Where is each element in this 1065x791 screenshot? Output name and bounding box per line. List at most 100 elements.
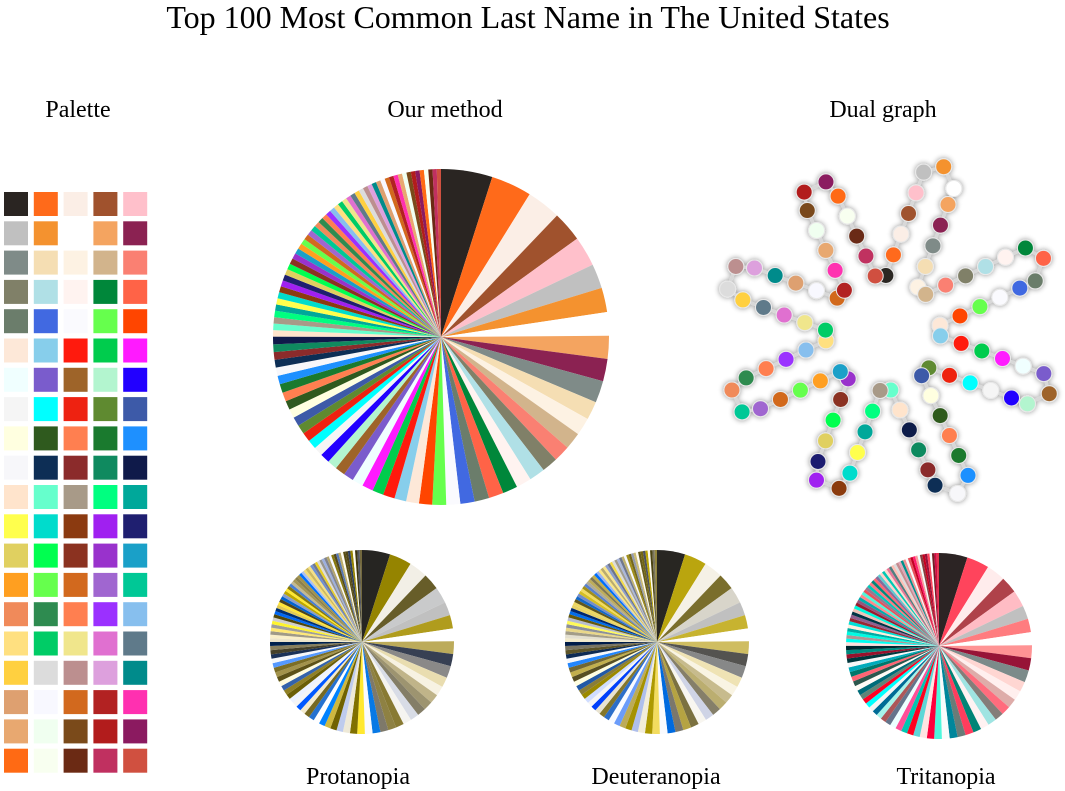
palette-swatch	[93, 514, 118, 539]
dual-node	[1034, 249, 1052, 267]
pie-slice	[394, 337, 441, 502]
dual-node	[982, 381, 1000, 399]
pie-slice	[279, 337, 441, 393]
pie-slice	[367, 183, 441, 337]
dual-node	[900, 421, 918, 439]
dual-node	[848, 443, 866, 461]
pie-slice	[906, 646, 939, 736]
palette-swatch	[33, 367, 58, 392]
palette-swatch	[123, 309, 148, 334]
dual-node	[808, 221, 826, 239]
pie-slice	[319, 559, 362, 642]
dual-node	[916, 257, 934, 275]
pie-slice	[308, 337, 441, 449]
pie-slice	[901, 646, 939, 734]
pie-slice	[846, 646, 939, 663]
pie-slice	[347, 550, 362, 642]
palette-swatch	[123, 719, 148, 744]
pie-slice	[587, 579, 657, 642]
dual-node	[777, 350, 795, 368]
pie-slice	[274, 611, 362, 642]
palette-swatch	[93, 426, 118, 451]
dual-node	[924, 237, 942, 255]
pie-slice	[902, 559, 939, 646]
pie-slice	[575, 596, 657, 642]
pie-slice	[652, 642, 660, 735]
pie-slice	[336, 642, 362, 732]
pie-slice	[318, 642, 362, 727]
pie-slice	[589, 576, 657, 642]
pie-slice	[324, 642, 362, 729]
dual-node	[939, 195, 957, 213]
palette-swatch	[4, 250, 28, 275]
palette-swatch	[4, 660, 28, 685]
pie-slice	[849, 617, 939, 646]
pie-slice	[276, 642, 362, 682]
palette-swatch	[63, 719, 88, 744]
pie-slice	[927, 553, 939, 646]
pie-slice	[616, 558, 657, 642]
pie-slice	[270, 638, 362, 642]
pie-slice	[321, 558, 362, 642]
dual-node	[900, 205, 918, 223]
pie-slice	[626, 554, 657, 642]
pie-slice	[296, 642, 362, 711]
palette-swatch	[93, 543, 118, 568]
pie-slice	[362, 588, 446, 642]
pie-slice	[362, 602, 450, 642]
protanopia-label: Protanopia	[306, 764, 410, 790]
tritanopia-pie	[846, 553, 1032, 739]
palette-swatch	[123, 455, 148, 480]
pie-slice	[872, 646, 939, 716]
pie-slice	[657, 628, 749, 642]
palette-swatch	[33, 748, 58, 773]
figure-title: Top 100 Most Common Last Name in The Uni…	[166, 0, 889, 35]
pie-slice	[855, 602, 939, 646]
dual-node	[745, 259, 763, 277]
pie-slice	[272, 642, 362, 668]
pie-slice	[345, 551, 362, 642]
palette-swatch	[63, 367, 88, 392]
dual-node	[817, 241, 835, 259]
pie-slice	[362, 642, 404, 728]
pie-slice	[596, 571, 657, 642]
dual-node	[1011, 279, 1029, 297]
palette-swatch	[93, 690, 118, 715]
pie-slice	[279, 598, 362, 642]
dual-node	[937, 276, 955, 294]
pie-slice	[270, 634, 362, 642]
pie-slice	[913, 646, 939, 737]
pie-slice	[657, 642, 699, 728]
pie-slice	[851, 611, 939, 646]
pie-slice	[284, 269, 441, 337]
pie-slice	[410, 171, 441, 337]
pie-slice	[605, 564, 657, 642]
palette-swatch	[123, 279, 148, 304]
pie-slice	[270, 631, 362, 642]
pie-slice	[273, 337, 441, 353]
dual-node	[727, 257, 745, 275]
palette-swatch	[63, 192, 88, 216]
pie-slice	[603, 642, 657, 721]
pie-slice	[855, 646, 939, 691]
pie-slice	[273, 642, 362, 673]
pie-slice	[608, 642, 657, 724]
pie-slice	[297, 574, 362, 642]
pie-slice	[289, 258, 441, 337]
pie-slice	[581, 642, 657, 699]
dual-node	[830, 479, 848, 497]
pie-slice	[633, 552, 657, 642]
dual-node	[817, 432, 835, 450]
pie-slice	[316, 560, 362, 642]
pie-slice	[939, 646, 982, 733]
palette-swatch	[33, 514, 58, 539]
palette-swatch	[123, 748, 148, 773]
pie-slice	[328, 337, 441, 469]
pie-slice	[270, 642, 362, 659]
pie-slice	[638, 551, 657, 642]
dual-node	[931, 327, 949, 345]
palette-swatch	[93, 367, 118, 392]
pie-slice	[274, 310, 441, 337]
pie-slice	[657, 641, 749, 655]
